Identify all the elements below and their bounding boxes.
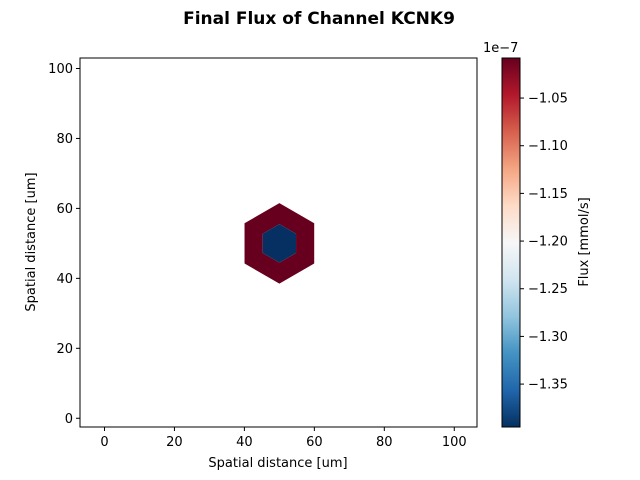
colorbar-tick-label: −1.25 — [528, 282, 568, 297]
colorbar-tick-label: −1.15 — [528, 187, 568, 202]
colorbar: −1.05 −1.10 −1.15 −1.20 −1.25 −1.30 −1.35 1e−7… — [483, 41, 592, 428]
x-tick-label: 40 — [236, 435, 253, 450]
y-tick-label: 100 — [48, 62, 73, 77]
x-tick-label: 100 — [442, 435, 467, 450]
x-tick-label: 20 — [166, 435, 183, 450]
y-tick-label: 20 — [56, 342, 73, 357]
colorbar-tick-label: −1.30 — [528, 330, 568, 345]
chart-title: Final Flux of Channel KCNK9 — [183, 9, 455, 29]
colorbar-gradient — [501, 57, 521, 428]
y-tick-label: 60 — [56, 202, 73, 217]
hex-cell-center — [262, 224, 297, 263]
y-tick-label: 0 — [65, 412, 73, 427]
x-tick-label: 0 — [100, 435, 108, 450]
colorbar-ticks: −1.05 −1.10 −1.15 −1.20 −1.25 −1.30 −1.35 — [520, 92, 568, 393]
hex-cell-outer-ring — [244, 203, 315, 284]
colorbar-tick-label: −1.05 — [528, 92, 568, 107]
y-tick-label: 80 — [56, 132, 73, 147]
colorbar-tick-label: −1.20 — [528, 235, 568, 250]
cells-layer — [244, 203, 315, 284]
colorbar-label: Flux [mmol/s] — [577, 197, 592, 286]
x-axis-label: Spatial distance [um] — [208, 456, 347, 471]
x-axis-ticks: 0 20 40 60 80 100 — [100, 427, 467, 450]
y-axis-label: Spatial distance [um] — [24, 172, 39, 311]
plot-area: 0 20 40 60 80 100 0 20 40 60 80 100 — [48, 57, 478, 450]
x-tick-label: 60 — [306, 435, 323, 450]
y-tick-label: 40 — [56, 272, 73, 287]
colorbar-tick-label: −1.35 — [528, 378, 568, 393]
colorbar-offset-text: 1e−7 — [483, 41, 518, 56]
x-tick-label: 80 — [376, 435, 393, 450]
y-axis-ticks: 0 20 40 60 80 100 — [48, 62, 80, 427]
colorbar-tick-label: −1.10 — [528, 139, 568, 154]
